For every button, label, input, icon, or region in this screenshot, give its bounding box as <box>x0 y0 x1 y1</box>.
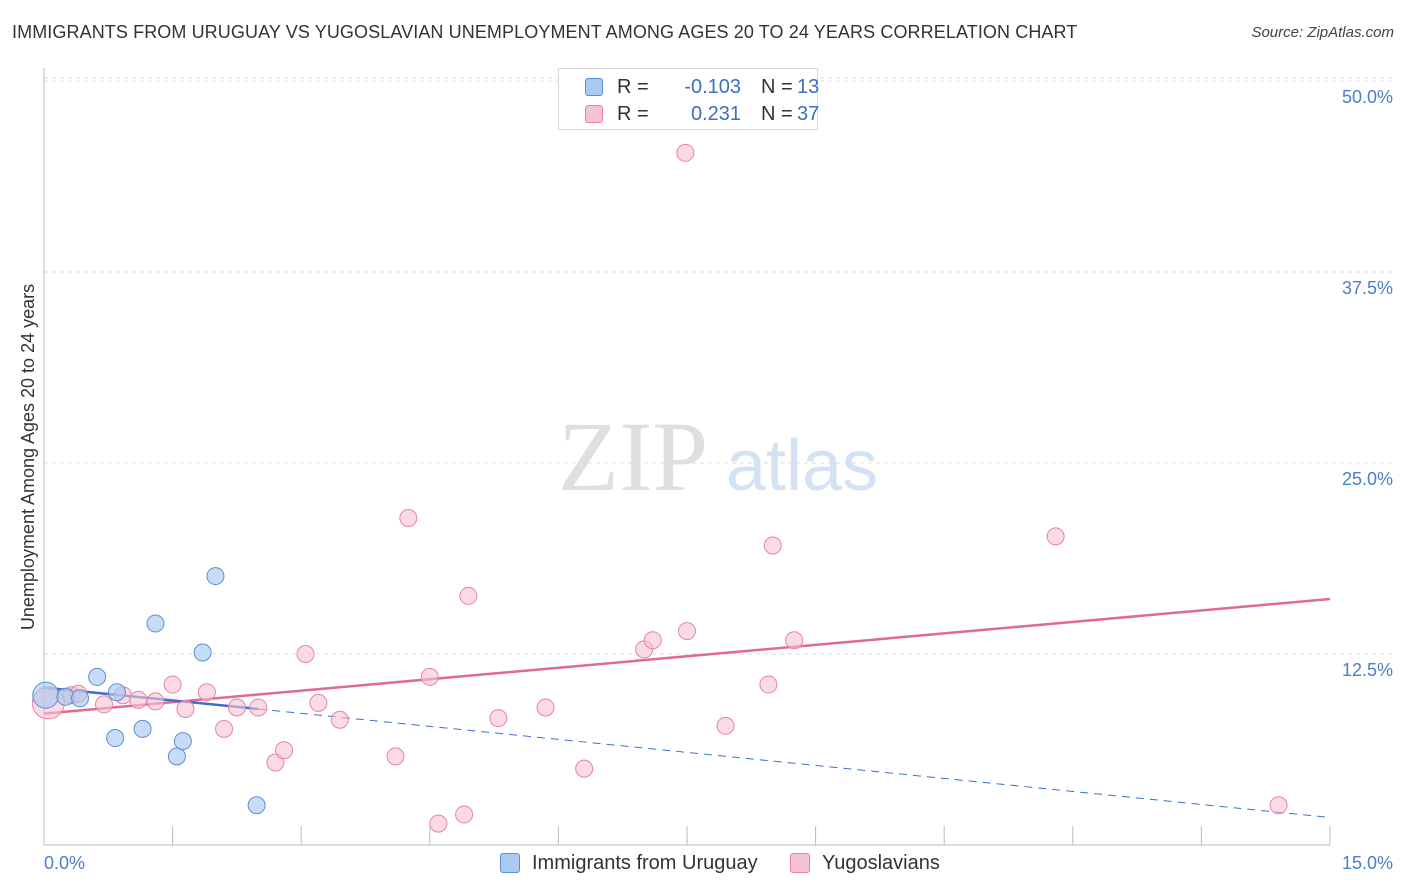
yugoslavians-point <box>643 631 662 650</box>
legend-n-value: 37 <box>797 103 820 125</box>
uruguay-trend-extension <box>258 708 1331 818</box>
legend-r-value: 0.231 <box>690 103 741 125</box>
legend-r-label: R = <box>617 103 649 125</box>
yugoslavians-point <box>215 719 234 738</box>
yugoslavians-point <box>197 683 216 702</box>
yugoslavians-point <box>146 692 165 711</box>
yugoslavians-point <box>489 709 508 728</box>
uruguay-point <box>133 719 152 738</box>
yugoslavians-point <box>459 586 478 605</box>
yugoslavians-point <box>176 700 195 719</box>
yugoslavians-trend-line <box>43 597 1331 715</box>
yugoslavians-point <box>330 710 349 729</box>
yugoslavians-point <box>678 622 696 641</box>
x-tick-label: 15.0% <box>1342 853 1393 873</box>
yugoslavians-point <box>163 675 182 694</box>
yugoslavians-point <box>129 690 148 709</box>
yugoslavians-point <box>676 143 695 162</box>
yugoslavians-point <box>95 695 114 714</box>
correlation-legend: R = -0.103 N = 13 R = 0.231 N = 37 <box>558 68 820 130</box>
yugoslavians-point <box>455 805 474 824</box>
yugoslavians-point <box>429 814 448 833</box>
uruguay-point <box>32 681 60 709</box>
yugoslavians-swatch <box>790 853 810 873</box>
axes <box>43 68 1331 846</box>
uruguay-point <box>71 689 90 708</box>
yugoslavians-point <box>386 747 405 766</box>
uruguay-point <box>107 683 126 702</box>
uruguay-point <box>146 614 165 633</box>
uruguay-point <box>167 747 186 766</box>
yugoslavians-point <box>575 759 594 778</box>
yugoslavians-point <box>1269 796 1288 815</box>
yugoslavians-point <box>399 509 418 528</box>
source-label: Source: ZipAtlas.com <box>1251 24 1394 41</box>
uruguay-point <box>106 729 125 748</box>
watermark-zip: ZIP <box>558 401 708 512</box>
uruguay-point <box>247 796 266 815</box>
y-tick-labels: 12.5% 25.0% 37.5% 50.0% <box>1342 87 1393 680</box>
legend-label: Immigrants from Uruguay <box>532 852 758 874</box>
grid-lines <box>44 77 1394 655</box>
y-axis-title: Unemployment Among Ages 20 to 24 years <box>18 284 38 630</box>
x-tick-label: 0.0% <box>44 853 85 873</box>
yugoslavians-point <box>536 698 555 717</box>
uruguay-swatch <box>585 78 603 96</box>
y-tick-label: 37.5% <box>1342 278 1393 298</box>
y-tick-label: 50.0% <box>1342 87 1393 107</box>
yugoslavians-point <box>275 741 294 760</box>
yugoslavians-point <box>309 693 328 712</box>
legend-n-value: 13 <box>797 76 820 98</box>
yugoslavians-point <box>759 675 778 694</box>
yugoslavians-point <box>420 667 439 686</box>
yugoslavians-point <box>763 536 782 555</box>
yugoslavians-point <box>716 716 735 735</box>
yugoslavians-point <box>227 698 246 717</box>
uruguay-point <box>193 643 212 662</box>
yugoslavians-point <box>266 753 285 772</box>
yugoslavians-swatch <box>585 105 603 123</box>
watermark-atlas: atlas <box>726 426 878 506</box>
watermark: ZIP atlas <box>558 401 878 512</box>
legend-label: Yugoslavians <box>822 852 940 874</box>
chart-title: IMMIGRANTS FROM URUGUAY VS YUGOSLAVIAN U… <box>12 22 1078 42</box>
legend-n-label: N = <box>761 76 793 98</box>
yugoslavians-point <box>785 631 804 650</box>
legend-r-value: -0.103 <box>684 76 741 98</box>
data-points <box>31 143 1288 833</box>
legend-n-label: N = <box>761 103 793 125</box>
uruguay-point <box>88 667 107 686</box>
yugoslavians-point <box>249 698 268 717</box>
yugoslavians-point <box>1046 527 1065 546</box>
y-tick-label: 25.0% <box>1342 469 1393 489</box>
legend-r-label: R = <box>617 76 649 98</box>
uruguay-point <box>206 567 225 586</box>
y-tick-label: 12.5% <box>1342 660 1393 680</box>
x-tick-labels: 0.0% 15.0% <box>44 853 1393 873</box>
yugoslavians-point <box>296 645 315 663</box>
uruguay-point <box>173 732 192 751</box>
uruguay-swatch <box>500 853 520 873</box>
